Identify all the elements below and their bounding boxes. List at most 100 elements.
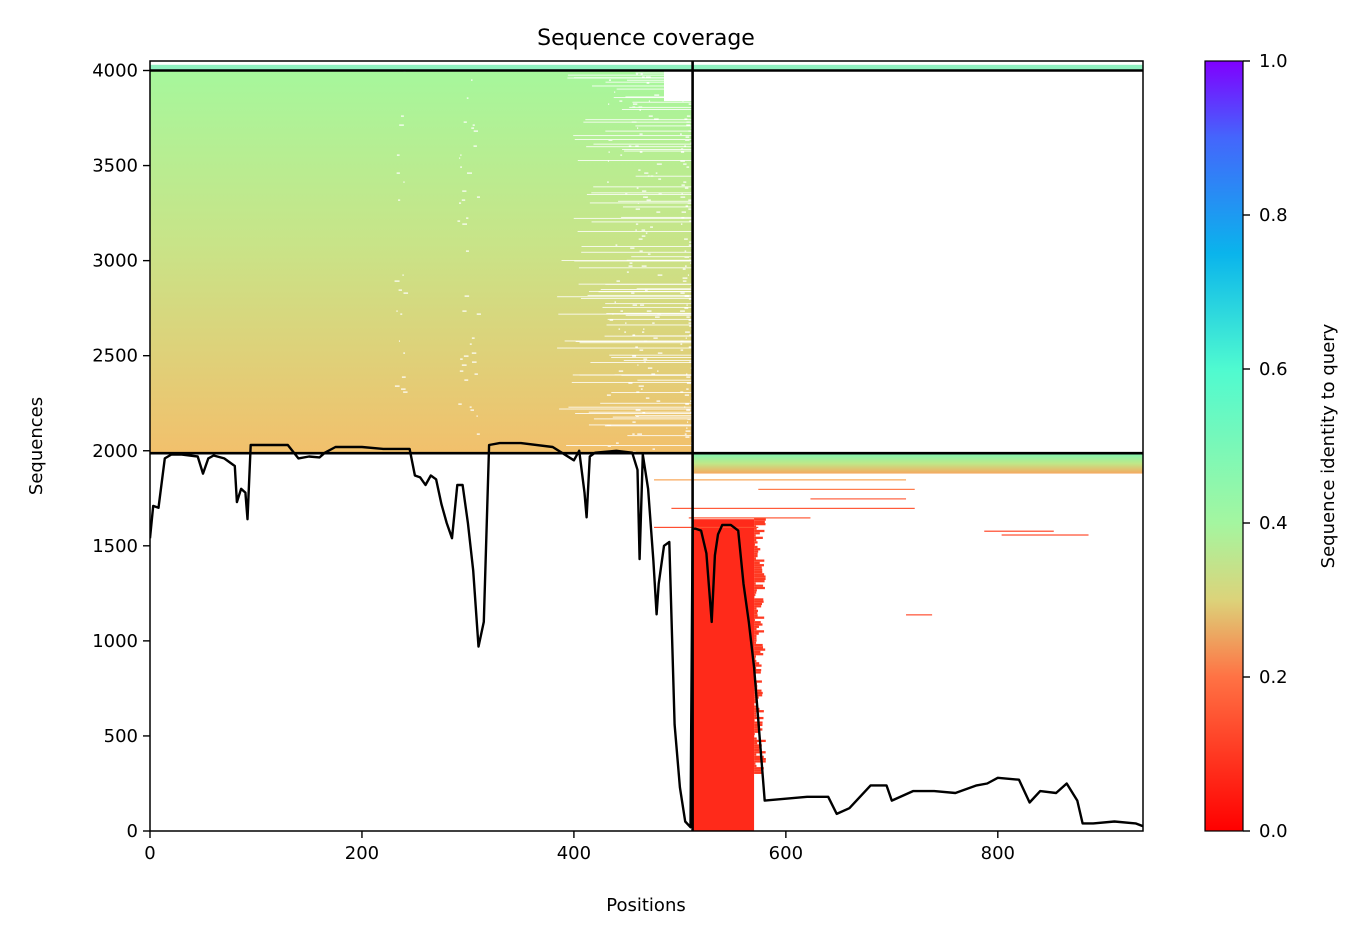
chain-b-msa-low	[692, 519, 755, 831]
alignment-fragment	[754, 714, 757, 717]
alignment-gap	[636, 127, 639, 129]
alignment-gap	[640, 388, 643, 390]
alignment-gap	[688, 244, 693, 246]
alignment-fragment	[754, 532, 760, 535]
colorbar-tick-label: 0.8	[1259, 205, 1288, 226]
alignment-gap	[653, 337, 658, 339]
alignment-gap	[680, 151, 685, 153]
alignment-gap	[467, 172, 472, 174]
colorbar-ticks: 0.0 0.2 0.4 0.6 0.8 1.0	[1243, 51, 1288, 842]
alignment-gap	[461, 364, 467, 366]
y-tick-label: 0	[127, 821, 138, 842]
y-tick-label: 1500	[92, 536, 138, 557]
x-tick-label: 800	[981, 843, 1015, 864]
alignment-gap	[690, 400, 693, 402]
alignment-gap	[575, 341, 712, 343]
alignment-fragment	[754, 655, 756, 658]
alignment-gap	[473, 130, 479, 132]
alignment-fragment	[754, 593, 756, 597]
alignment-fragment	[754, 602, 763, 606]
alignment-fragment	[754, 523, 766, 526]
alignment-gap	[460, 358, 463, 360]
y-tick-label: 3000	[92, 251, 138, 272]
alignment-fragment	[754, 607, 757, 610]
alignment-gap	[580, 297, 717, 299]
alignment-gap	[645, 76, 651, 78]
alignment-gap	[591, 192, 727, 194]
alignment-fragment	[754, 614, 758, 617]
alignment-gap	[685, 205, 689, 207]
chain-b-msa-top	[692, 453, 1143, 474]
alignment-gap	[639, 133, 643, 135]
alignment-gap	[616, 280, 620, 282]
alignment-gap	[398, 289, 402, 291]
alignment-fragment	[754, 710, 764, 713]
alignment-gap	[472, 361, 477, 363]
alignment-gap	[658, 178, 662, 180]
alignment-gap	[626, 79, 763, 81]
alignment-fragment	[754, 712, 757, 715]
alignment-gap	[663, 70, 693, 102]
alignment-gap	[657, 370, 659, 372]
alignment-gap	[688, 199, 693, 201]
alignment-gap	[476, 433, 480, 435]
alignment-gap	[632, 101, 769, 103]
alignment-gap	[641, 76, 645, 78]
alignment-gap	[656, 211, 661, 213]
alignment-gap	[628, 145, 632, 147]
alignment-gap	[686, 388, 689, 390]
colorbar	[1204, 60, 1244, 832]
alignment-fragment	[754, 771, 762, 774]
alignment-gap	[606, 394, 611, 396]
alignment-fragment	[754, 518, 766, 521]
alignment-gap	[650, 226, 653, 228]
alignment-gap	[690, 262, 692, 264]
alignment-gap	[681, 184, 685, 186]
alignment-gap	[679, 133, 682, 135]
alignment-gap	[459, 370, 464, 372]
alignment-gap	[589, 202, 726, 204]
alignment-gap	[591, 85, 728, 87]
x-tick-label: 200	[345, 843, 379, 864]
alignment-gap	[688, 103, 694, 105]
alignment-gap	[403, 292, 409, 294]
alignment-gap	[460, 166, 462, 168]
alignment-gap	[593, 186, 729, 188]
alignment-gap	[402, 274, 404, 276]
alignment-gap	[641, 229, 646, 231]
alignment-gap	[464, 295, 470, 297]
alignment-fragment	[754, 568, 763, 571]
alignment-gap	[471, 352, 477, 354]
alignment-gap	[621, 109, 758, 110]
alignment-gap	[457, 220, 461, 222]
alignment-gap	[628, 382, 633, 384]
alignment-fragment	[654, 479, 907, 481]
alignment-gap	[680, 196, 686, 198]
alignment-gap	[472, 124, 475, 126]
alignment-gap	[620, 154, 623, 156]
alignment-gap	[689, 241, 693, 243]
alignment-gap	[471, 127, 475, 129]
alignment-gap	[608, 103, 610, 105]
alignment-gap	[684, 295, 690, 297]
alignment-gap	[600, 289, 737, 290]
alignment-gap	[591, 221, 728, 223]
alignment-gap	[629, 262, 633, 264]
alignment-gap	[631, 292, 635, 294]
alignment-gap	[686, 166, 690, 168]
alignment-gap	[608, 151, 610, 153]
alignment-gap	[685, 139, 690, 141]
alignment-gap	[680, 343, 683, 345]
alignment-gap	[571, 381, 708, 383]
x-tick-label: 0	[144, 843, 155, 864]
alignment-gap	[688, 208, 694, 210]
alignment-gap	[400, 115, 404, 117]
alignment-fragment	[754, 646, 764, 649]
alignment-fragment	[754, 659, 757, 663]
alignment-gap	[632, 335, 768, 337]
alignment-gap	[466, 217, 469, 219]
alignment-gap	[578, 267, 715, 269]
alignment-fragment	[754, 705, 756, 708]
alignment-gap	[632, 355, 637, 357]
alignment-gap	[557, 296, 693, 298]
